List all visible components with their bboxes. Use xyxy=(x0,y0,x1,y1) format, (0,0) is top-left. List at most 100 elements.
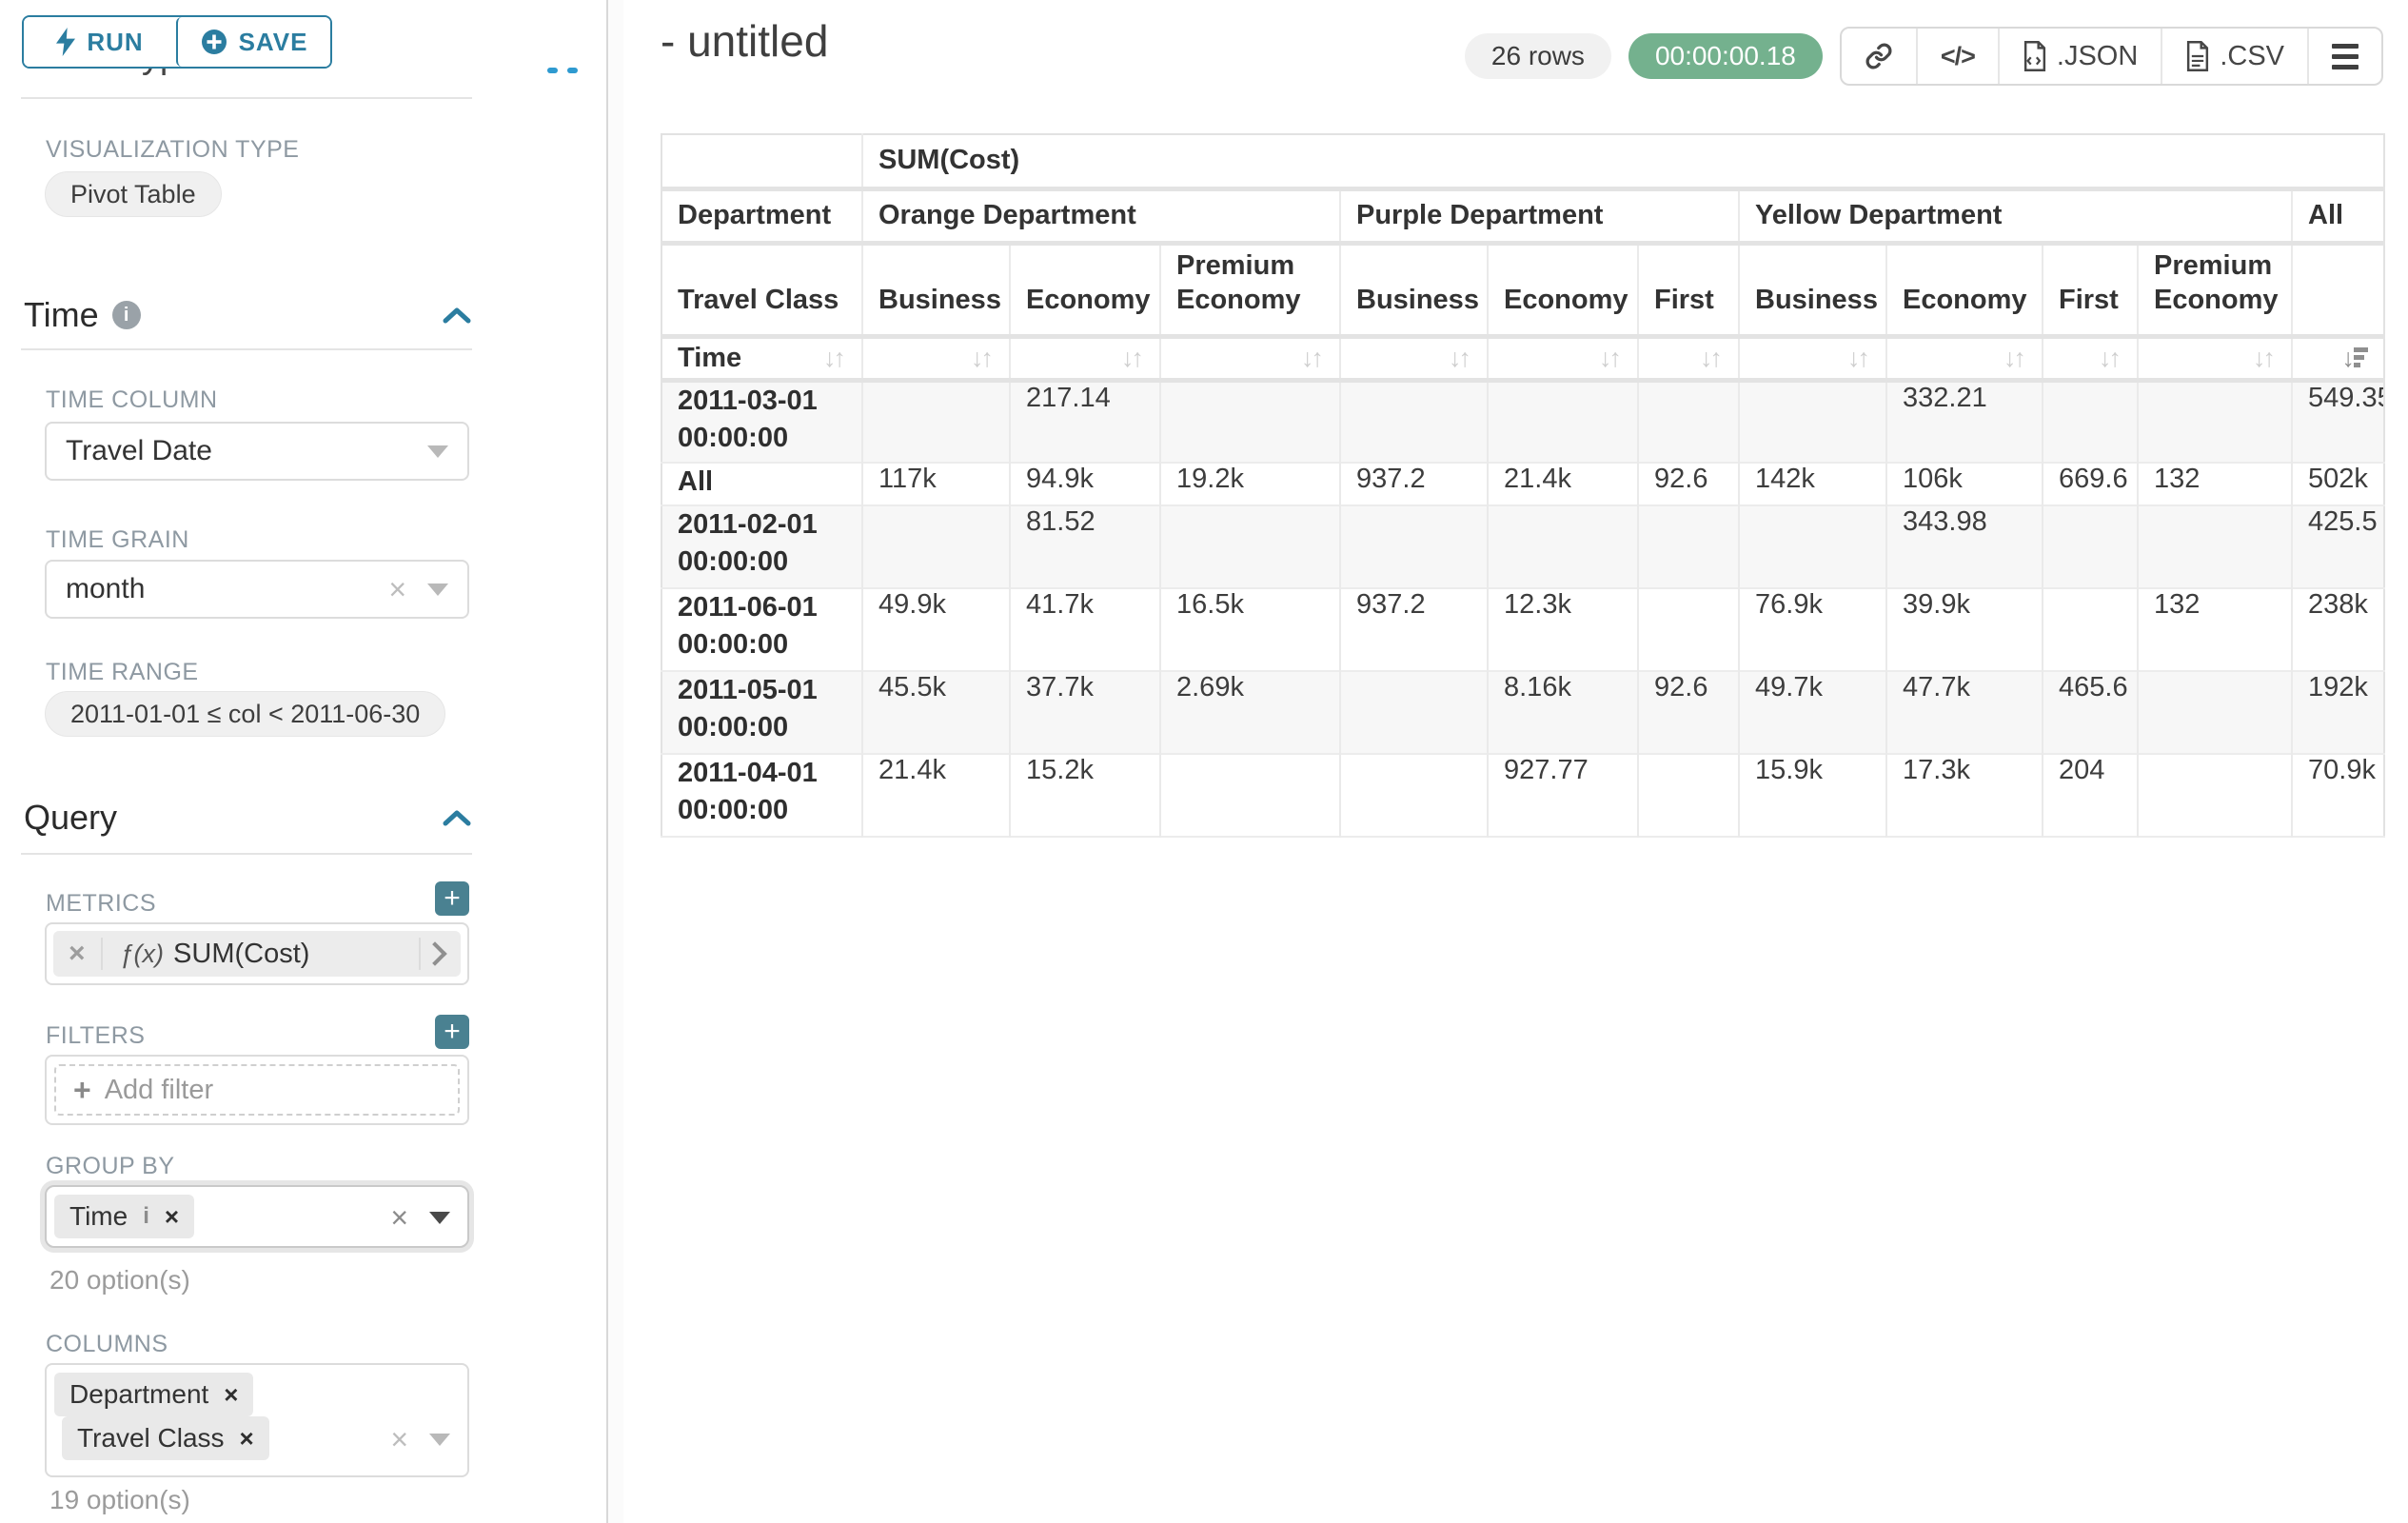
metric-chip[interactable]: × ƒ(x) SUM(Cost) xyxy=(53,931,461,977)
sort-cell: ↓ ↑ xyxy=(2042,336,2138,383)
close-icon[interactable]: × xyxy=(388,572,406,606)
pivot-value-cell: 92.6 xyxy=(1637,463,1739,505)
sort-icon[interactable]: ↓ ↑ xyxy=(2003,343,2026,372)
columns-chip-travel-class[interactable]: Travel Class × xyxy=(62,1416,269,1460)
row-count-badge: 26 rows xyxy=(1464,33,1611,79)
close-icon[interactable]: × xyxy=(390,1422,408,1456)
header-toolbar: 26 rows 00:00:00.18 </> .JSON xyxy=(1464,27,2383,86)
time-grain-label: TIME GRAIN xyxy=(46,526,189,553)
pivot-value-cell xyxy=(2137,505,2292,588)
columns-select[interactable]: Department × Travel Class × × xyxy=(45,1363,469,1477)
pivot-value-cell xyxy=(2042,380,2138,463)
sort-icon[interactable]: ↓ ↑ xyxy=(1599,343,1622,372)
pivot-value-cell: 343.98 xyxy=(1885,505,2043,588)
travel-class-header-row: Travel Class Business Economy Premium Econ… xyxy=(661,243,2385,339)
menu-icon xyxy=(2332,43,2359,69)
menu-button[interactable] xyxy=(2307,29,2381,84)
export-csv-button[interactable]: .CSV xyxy=(2161,29,2307,84)
sort-icon[interactable]: ↓ ↑ xyxy=(1700,343,1723,372)
pivot-value-cell: 37.7k xyxy=(1009,671,1160,754)
add-filter-button[interactable]: + Add filter xyxy=(54,1064,460,1116)
export-json-button[interactable]: .JSON xyxy=(1997,29,2161,84)
caret-down-icon[interactable] xyxy=(429,1211,450,1224)
pivot-value-cell xyxy=(2042,588,2138,671)
sort-cell: ↓ ↑ xyxy=(1159,336,1340,383)
chevron-right-icon[interactable] xyxy=(423,941,447,966)
time-grain-select[interactable]: month × xyxy=(45,560,469,619)
save-button[interactable]: SAVE xyxy=(176,17,330,67)
add-filter-plus-button[interactable]: + xyxy=(435,1015,469,1049)
close-icon[interactable]: × xyxy=(390,1200,408,1235)
travel-class-header: Economy xyxy=(1009,243,1160,339)
caret-down-icon[interactable] xyxy=(429,1433,450,1446)
row-label: 2011-06-01 00:00:00 xyxy=(678,592,818,660)
close-icon[interactable]: × xyxy=(53,938,103,970)
corner-cell xyxy=(661,134,862,191)
pivot-value-cell xyxy=(1339,380,1488,463)
group-by-select[interactable]: Time i × × xyxy=(45,1185,469,1248)
sort-cell: ↓ xyxy=(2290,336,2385,383)
pivot-data-row: 2011-02-01 00:00:00 81.52 343.98 425.5 xyxy=(661,505,2385,588)
columns-option-count: 19 option(s) xyxy=(49,1485,190,1514)
row-label: 2011-03-01 00:00:00 xyxy=(678,385,818,453)
chevron-up-icon[interactable] xyxy=(443,809,471,826)
pivot-value-cell: 94.9k xyxy=(1009,463,1160,505)
sort-cell: ↓ ↑ xyxy=(1339,336,1488,383)
row-label: All xyxy=(678,466,714,497)
control-panel: Chart Type RUN SAVE VISUALIZATION TYPE P… xyxy=(0,0,608,1523)
sort-desc-icon[interactable]: ↓ xyxy=(2342,345,2369,371)
divider xyxy=(21,853,472,855)
pivot-data-row: 2011-06-01 00:00:00 49.9k 41.7k 16.5k 937.2 1… xyxy=(661,588,2385,671)
fx-icon: ƒ(x) xyxy=(119,939,165,968)
pivot-value-cell: 117k xyxy=(861,463,1010,505)
sort-cell: ↓ ↑ xyxy=(1487,336,1638,383)
time-column-select[interactable]: Travel Date xyxy=(45,422,469,481)
metric-value: SUM(Cost) xyxy=(173,938,310,969)
chevron-up-icon[interactable] xyxy=(443,307,471,324)
info-icon: i xyxy=(143,1203,149,1229)
pivot-value-cell: 669.6 xyxy=(2042,463,2138,505)
department-group-header: Orange Department xyxy=(861,188,1340,246)
add-metric-button[interactable]: + xyxy=(435,881,469,916)
department-group-header: Yellow Department xyxy=(1738,188,2292,246)
close-icon[interactable]: × xyxy=(164,1201,180,1231)
sort-icon[interactable]: ↓ ↑ xyxy=(1449,343,1471,372)
embed-code-button[interactable]: </> xyxy=(1915,29,1998,84)
sort-cell: Time ↓ ↑ xyxy=(661,336,862,383)
pivot-value-cell: 217.14 xyxy=(1009,380,1160,463)
columns-chip-department[interactable]: Department × xyxy=(54,1373,254,1416)
sort-icon[interactable]: ↓ ↑ xyxy=(2253,343,2276,372)
lightning-icon xyxy=(56,28,76,56)
pivot-data-row: All 117k 94.9k 19.2k 937.2 21.4k 92.6 142k 106k 6… xyxy=(661,463,2385,505)
pivot-value-cell: 204 xyxy=(2042,754,2138,837)
chart-area: - untitled 26 rows 00:00:00.18 </> .JSON xyxy=(623,0,2408,1523)
travel-class-header: Economy xyxy=(1487,243,1638,339)
time-range-chip[interactable]: 2011-01-01 ≤ col < 2011-06-30 xyxy=(45,691,446,737)
department-header-row: Department Orange Department Purple Depar… xyxy=(661,188,2385,246)
run-button[interactable]: RUN xyxy=(24,17,176,67)
file-icon xyxy=(2187,41,2209,71)
copy-link-button[interactable] xyxy=(1842,29,1916,84)
travel-class-header: Business xyxy=(861,243,1010,339)
close-icon[interactable]: × xyxy=(224,1379,239,1409)
sort-icon[interactable]: ↓ ↑ xyxy=(823,343,846,372)
clipped-icon xyxy=(547,68,558,73)
sort-icon[interactable]: ↓ ↑ xyxy=(2099,343,2122,372)
sort-icon[interactable]: ↓ ↑ xyxy=(1847,343,1870,372)
sort-icon[interactable]: ↓ ↑ xyxy=(1301,343,1324,372)
chart-title[interactable]: - untitled xyxy=(661,16,829,66)
group-by-chip-time[interactable]: Time i × xyxy=(54,1195,195,1238)
pivot-value-cell: 332.21 xyxy=(1885,380,2043,463)
pivot-value-cell: 106k xyxy=(1885,463,2043,505)
close-icon[interactable]: × xyxy=(239,1423,254,1453)
travel-class-header: Premium Economy xyxy=(1159,243,1340,339)
pivot-value-cell xyxy=(861,380,1010,463)
department-group-header: All xyxy=(2290,188,2385,246)
sort-icon[interactable]: ↓ ↑ xyxy=(971,343,994,372)
viz-type-chip[interactable]: Pivot Table xyxy=(45,171,222,217)
travel-class-header xyxy=(2290,243,2385,339)
sort-icon[interactable]: ↓ ↑ xyxy=(1121,343,1144,372)
pivot-value-cell: 17.3k xyxy=(1885,754,2043,837)
sort-cell: ↓ ↑ xyxy=(1637,336,1739,383)
pivot-value-cell: 70.9k xyxy=(2290,754,2385,837)
